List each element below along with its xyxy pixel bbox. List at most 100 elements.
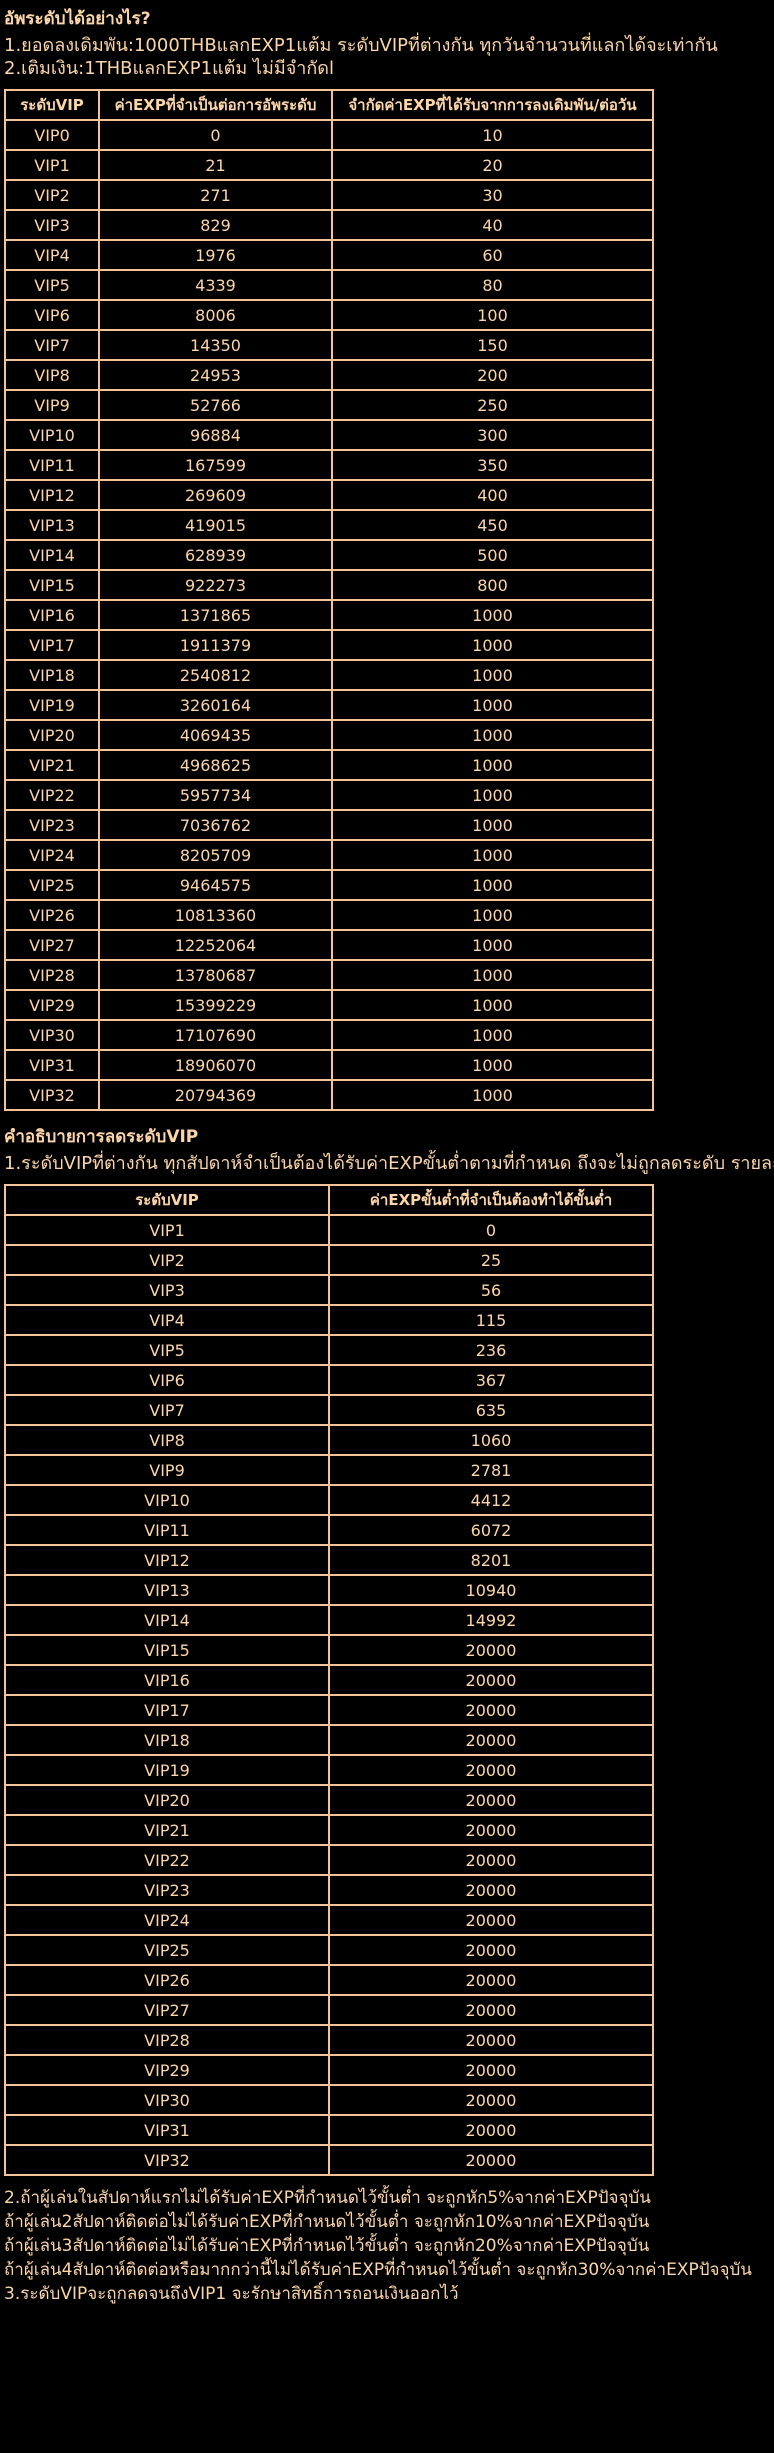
table-row: VIP13 419015 450 xyxy=(4,509,654,541)
table-cell: 80 xyxy=(331,269,654,301)
table-row: VIP17 20000 xyxy=(4,1694,654,1726)
table-row: VIP19 3260164 1000 xyxy=(4,689,654,721)
table-cell: 96884 xyxy=(98,419,333,451)
table-cell: VIP26 xyxy=(4,1964,330,1996)
downgrade-section-line: 1.ระดับVIPที่ต่างกัน ทุกสัปดาห์จำเป็นต้อ… xyxy=(4,1153,774,1174)
table-row: VIP5 4339 80 xyxy=(4,269,654,301)
table-row: VIP19 20000 xyxy=(4,1754,654,1786)
table-cell: 14350 xyxy=(98,329,333,361)
table-row: VIP6 367 xyxy=(4,1364,654,1396)
table-cell: 0 xyxy=(328,1214,654,1246)
table-cell: VIP10 xyxy=(4,419,100,451)
table-cell: VIP1 xyxy=(4,149,100,181)
table-row: VIP3 829 40 xyxy=(4,209,654,241)
table-cell: 6072 xyxy=(328,1514,654,1546)
table-row: VIP8 24953 200 xyxy=(4,359,654,391)
table-cell: VIP20 xyxy=(4,719,100,751)
table-cell: 800 xyxy=(331,569,654,601)
table-cell: 4339 xyxy=(98,269,333,301)
table-row: VIP11 6072 xyxy=(4,1514,654,1546)
table-cell: 12252064 xyxy=(98,929,333,961)
table-row: VIP26 10813360 1000 xyxy=(4,899,654,931)
table-cell: 20000 xyxy=(328,2114,654,2146)
header-row: ระดับVIP ค่าEXPที่จำเป็นต่อการอัพระดับ จำก… xyxy=(4,89,654,121)
table-cell: VIP10 xyxy=(4,1484,330,1516)
table-cell: VIP28 xyxy=(4,959,100,991)
table-cell: VIP30 xyxy=(4,2084,330,2116)
table-row: VIP18 2540812 1000 xyxy=(4,659,654,691)
table-row: VIP16 1371865 1000 xyxy=(4,599,654,631)
table-cell: VIP17 xyxy=(4,1694,330,1726)
table-cell: VIP21 xyxy=(4,1814,330,1846)
table-cell: 20000 xyxy=(328,1994,654,2026)
table-cell: 1976 xyxy=(98,239,333,271)
table-cell: VIP31 xyxy=(4,1049,100,1081)
footer-line: 2.ถ้าผู้เล่นในสัปดาห์แรกไม่ได้รับค่าEXPท… xyxy=(4,2188,651,2208)
table-cell: VIP24 xyxy=(4,1904,330,1936)
table-cell: 5957734 xyxy=(98,779,333,811)
table-row: VIP20 20000 xyxy=(4,1784,654,1816)
table-row: VIP31 18906070 1000 xyxy=(4,1049,654,1081)
table-cell: VIP26 xyxy=(4,899,100,931)
table-row: VIP22 20000 xyxy=(4,1844,654,1876)
table-cell: 1371865 xyxy=(98,599,333,631)
table-row: VIP15 20000 xyxy=(4,1634,654,1666)
table-row: VIP10 96884 300 xyxy=(4,419,654,451)
table-cell: VIP25 xyxy=(4,869,100,901)
table-row: VIP2 25 xyxy=(4,1244,654,1276)
table-cell: 1000 xyxy=(331,899,654,931)
table-cell: 4069435 xyxy=(98,719,333,751)
table-cell: VIP17 xyxy=(4,629,100,661)
table-cell: 4968625 xyxy=(98,749,333,781)
table-cell: 250 xyxy=(331,389,654,421)
table-row: VIP25 9464575 1000 xyxy=(4,869,654,901)
table-cell: 20000 xyxy=(328,2084,654,2116)
table-row: VIP26 20000 xyxy=(4,1964,654,1996)
table-cell: 20000 xyxy=(328,1814,654,1846)
table-row: VIP30 17107690 1000 xyxy=(4,1019,654,1051)
table-cell: 20000 xyxy=(328,1934,654,1966)
table-cell: VIP28 xyxy=(4,2024,330,2056)
table-row: VIP29 20000 xyxy=(4,2054,654,2086)
vip-downgrade-table: ระดับVIP ค่าEXPขั้นต่ำที่จำเป็นต้องทำได้ข… xyxy=(4,1184,654,2176)
table-cell: VIP19 xyxy=(4,1754,330,1786)
table-cell: 1000 xyxy=(331,869,654,901)
table-cell: 7036762 xyxy=(98,809,333,841)
table-cell: 100 xyxy=(331,299,654,331)
table-row: VIP7 14350 150 xyxy=(4,329,654,361)
header-row: ระดับVIP ค่าEXPขั้นต่ำที่จำเป็นต้องทำได้ข… xyxy=(4,1184,654,1216)
table-row: VIP14 628939 500 xyxy=(4,539,654,571)
footer-line: 3.ระดับVIPจะถูกลดจนถึงVIP1 จะรักษาสิทธิ์… xyxy=(4,2284,459,2304)
table-cell: VIP29 xyxy=(4,2054,330,2086)
table-cell: 628939 xyxy=(98,539,333,571)
table-cell: 350 xyxy=(331,449,654,481)
table-cell: 13780687 xyxy=(98,959,333,991)
table-cell: 20000 xyxy=(328,2144,654,2176)
table-row: VIP12 8201 xyxy=(4,1544,654,1576)
table-cell: VIP13 xyxy=(4,509,100,541)
table-cell: VIP24 xyxy=(4,839,100,871)
table-cell: 20000 xyxy=(328,1904,654,1936)
table-cell: 20 xyxy=(331,149,654,181)
table-cell: 56 xyxy=(328,1274,654,1306)
vip-levelup-table: ระดับVIP ค่าEXPที่จำเป็นต่อการอัพระดับ จำก… xyxy=(4,89,654,1111)
table-cell: 20000 xyxy=(328,1694,654,1726)
table-cell: VIP15 xyxy=(4,569,100,601)
table-row: VIP10 4412 xyxy=(4,1484,654,1516)
table-cell: 10940 xyxy=(328,1574,654,1606)
table-row: VIP6 8006 100 xyxy=(4,299,654,331)
table-cell: 20000 xyxy=(328,2024,654,2056)
table-cell: 419015 xyxy=(98,509,333,541)
table-row: VIP21 20000 xyxy=(4,1814,654,1846)
table-cell: 8006 xyxy=(98,299,333,331)
table-cell: 20000 xyxy=(328,1664,654,1696)
table-cell: VIP7 xyxy=(4,329,100,361)
table-cell: 9464575 xyxy=(98,869,333,901)
table-row: VIP25 20000 xyxy=(4,1934,654,1966)
footer-notes: 2.ถ้าผู้เล่นในสัปดาห์แรกไม่ได้รับค่าEXPท… xyxy=(4,2186,774,2306)
table-cell: VIP29 xyxy=(4,989,100,1021)
table-row: VIP22 5957734 1000 xyxy=(4,779,654,811)
table-row: VIP4 115 xyxy=(4,1304,654,1336)
table-row: VIP32 20794369 1000 xyxy=(4,1079,654,1111)
table-cell: 8205709 xyxy=(98,839,333,871)
